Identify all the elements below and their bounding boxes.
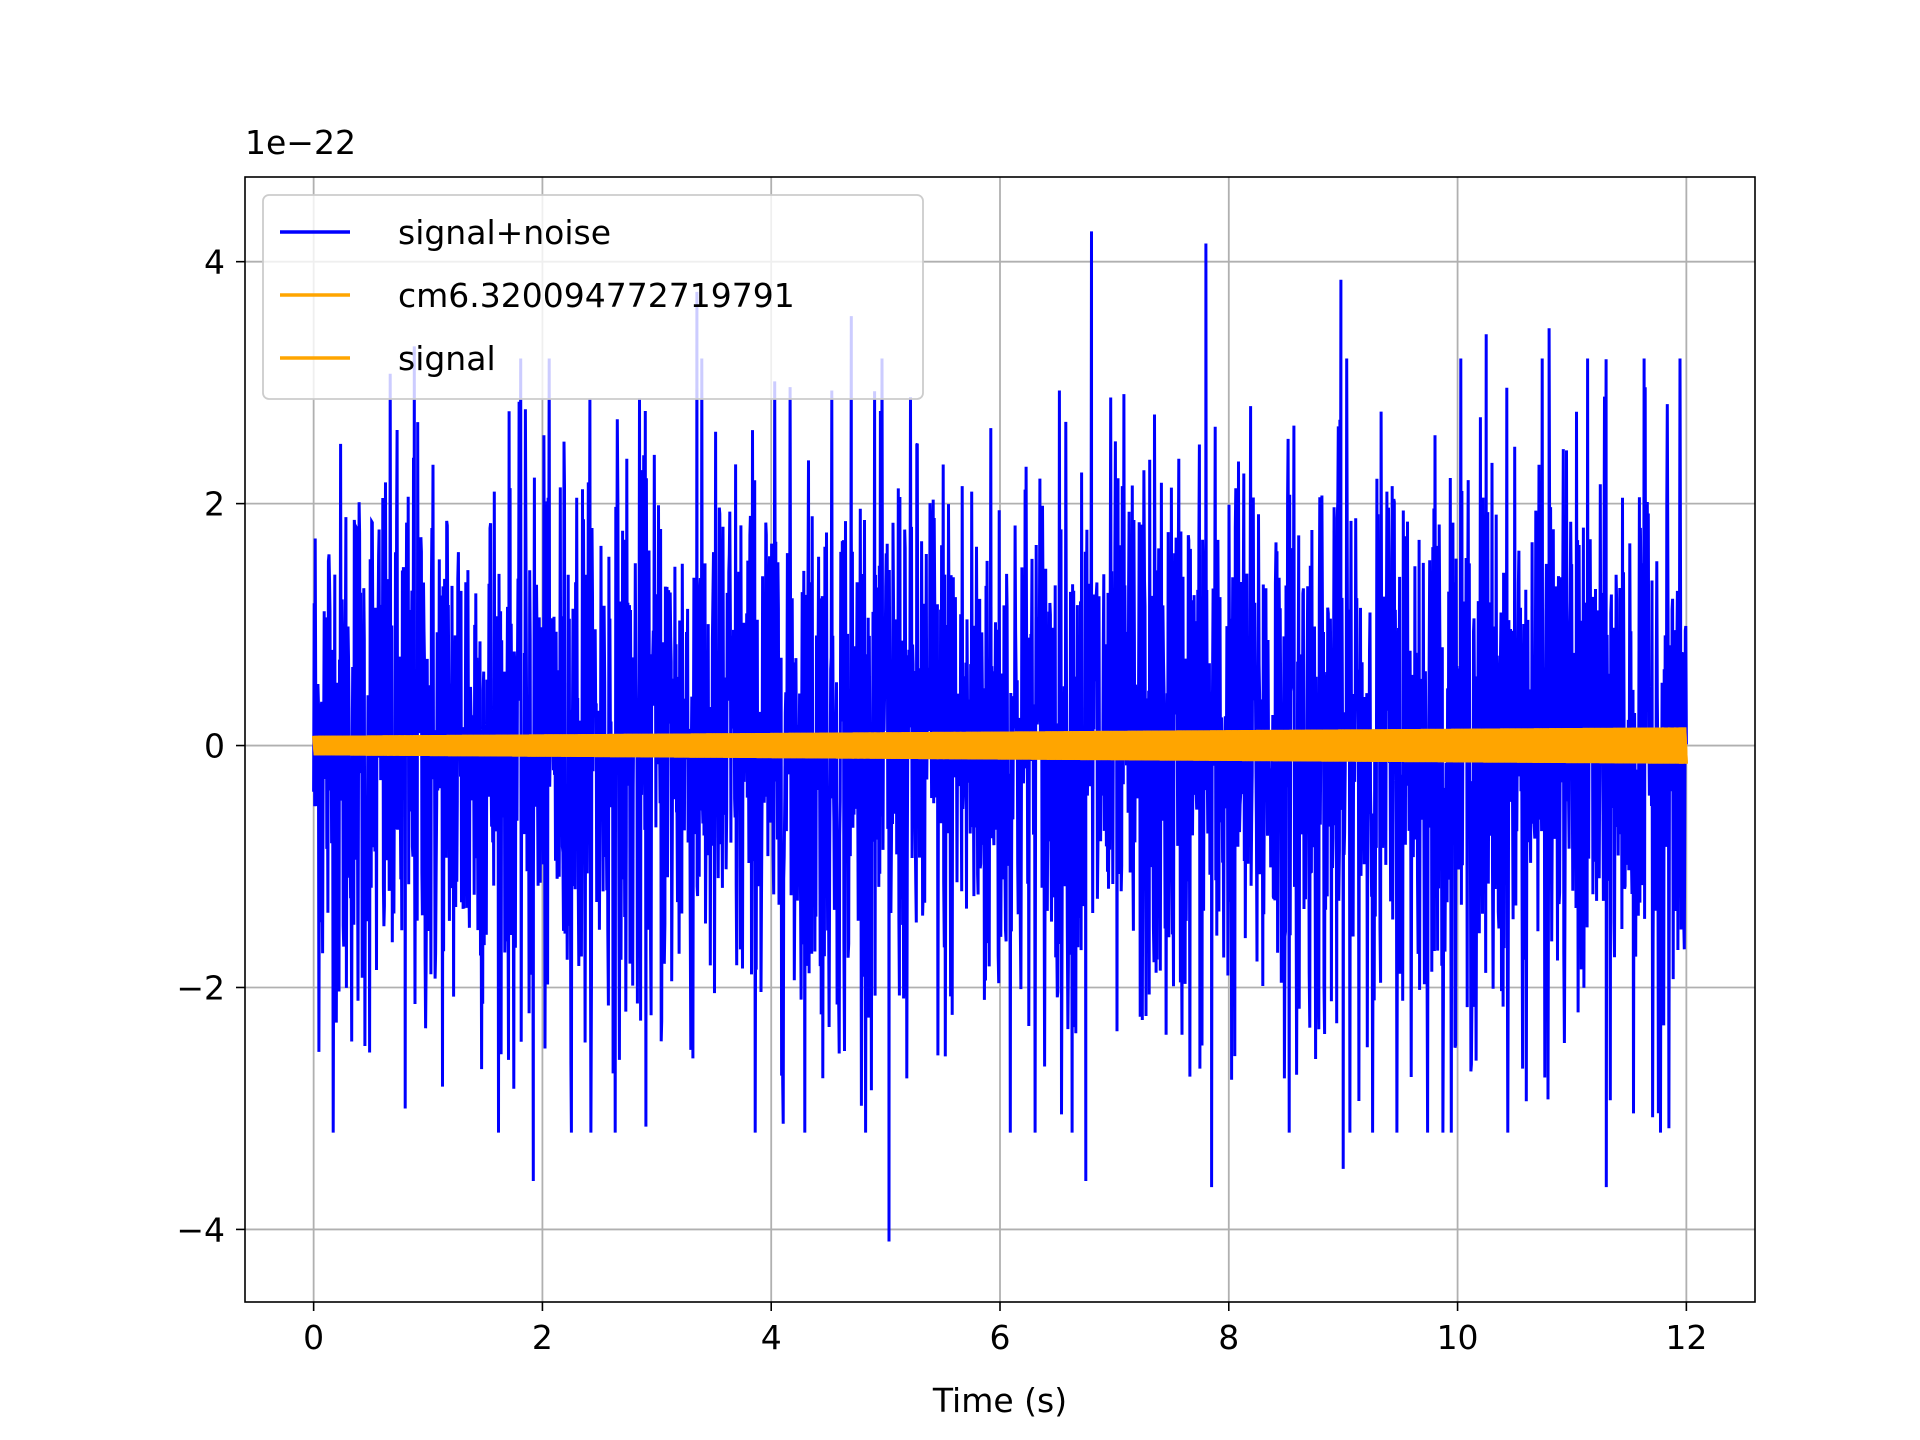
series-signal-line	[312, 727, 1688, 764]
x-tick-label: 10	[1437, 1318, 1479, 1357]
plot-area	[312, 231, 1688, 1242]
x-tick-label: 12	[1665, 1318, 1707, 1357]
x-axis: 0 2 4 6 8 10 12	[303, 1302, 1707, 1357]
legend-box	[262, 194, 924, 400]
legend: signal+noise cm6.320094772719791 signal	[262, 194, 924, 400]
x-tick-label: 8	[1218, 1318, 1239, 1357]
y-tick-label: 0	[204, 727, 225, 766]
y-tick-label: 4	[204, 243, 225, 282]
legend-label: cm6.320094772719791	[398, 276, 795, 315]
x-tick-label: 2	[532, 1318, 553, 1357]
x-tick-label: 0	[303, 1318, 324, 1357]
legend-label: signal	[398, 339, 496, 378]
legend-label: signal+noise	[398, 213, 611, 252]
y-tick-label: −4	[176, 1210, 225, 1249]
x-axis-label: Time (s)	[932, 1381, 1067, 1420]
y-axis: −4 −2 0 2 4	[176, 243, 245, 1249]
y-tick-label: 2	[204, 485, 225, 524]
x-tick-label: 6	[990, 1318, 1011, 1357]
y-offset-text: 1e−22	[245, 123, 356, 162]
y-tick-label: −2	[176, 968, 225, 1007]
series-signal-noise-line	[312, 231, 1688, 1242]
x-tick-label: 4	[761, 1318, 782, 1357]
